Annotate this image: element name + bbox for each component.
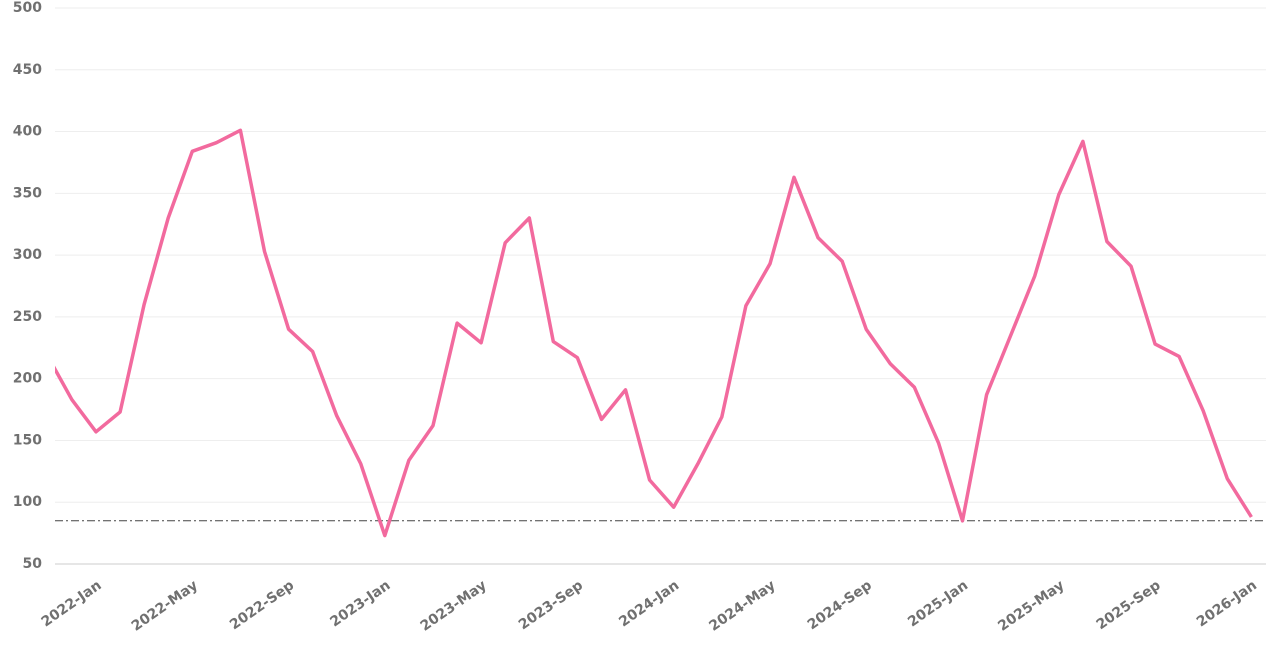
x-tick-label: 2022-Sep (227, 577, 297, 633)
x-tick-label: 2025-Sep (1094, 577, 1164, 633)
x-tick-label: 2022-May (129, 577, 201, 634)
y-tick-label: 100 (13, 494, 42, 510)
x-tick-label: 2022-Jan (39, 577, 105, 630)
x-tick-label: 2025-May (995, 577, 1067, 634)
x-tick-label: 2025-Jan (905, 577, 971, 630)
y-tick-label: 250 (13, 309, 42, 325)
x-tick-label: 2023-Sep (516, 577, 586, 633)
x-tick-label: 2026-Jan (1194, 577, 1260, 630)
y-tick-label: 50 (23, 556, 43, 572)
y-tick-label: 350 (13, 185, 42, 201)
y-tick-label: 450 (13, 62, 42, 78)
x-tick-label: 2023-Jan (327, 577, 393, 630)
x-tick-label: 2024-May (706, 577, 778, 634)
y-tick-label: 150 (13, 432, 42, 448)
y-tick-label: 500 (13, 0, 42, 16)
x-tick-label: 2024-Jan (616, 577, 682, 630)
y-tick-label: 200 (13, 371, 42, 387)
line (55, 128, 1253, 538)
y-tick-label: 300 (13, 247, 42, 263)
x-tick-label: 2023-May (418, 577, 490, 634)
y-tick-label: 400 (13, 124, 42, 140)
plot-area (55, 128, 1253, 538)
x-tick-label: 2024-Sep (805, 577, 875, 633)
